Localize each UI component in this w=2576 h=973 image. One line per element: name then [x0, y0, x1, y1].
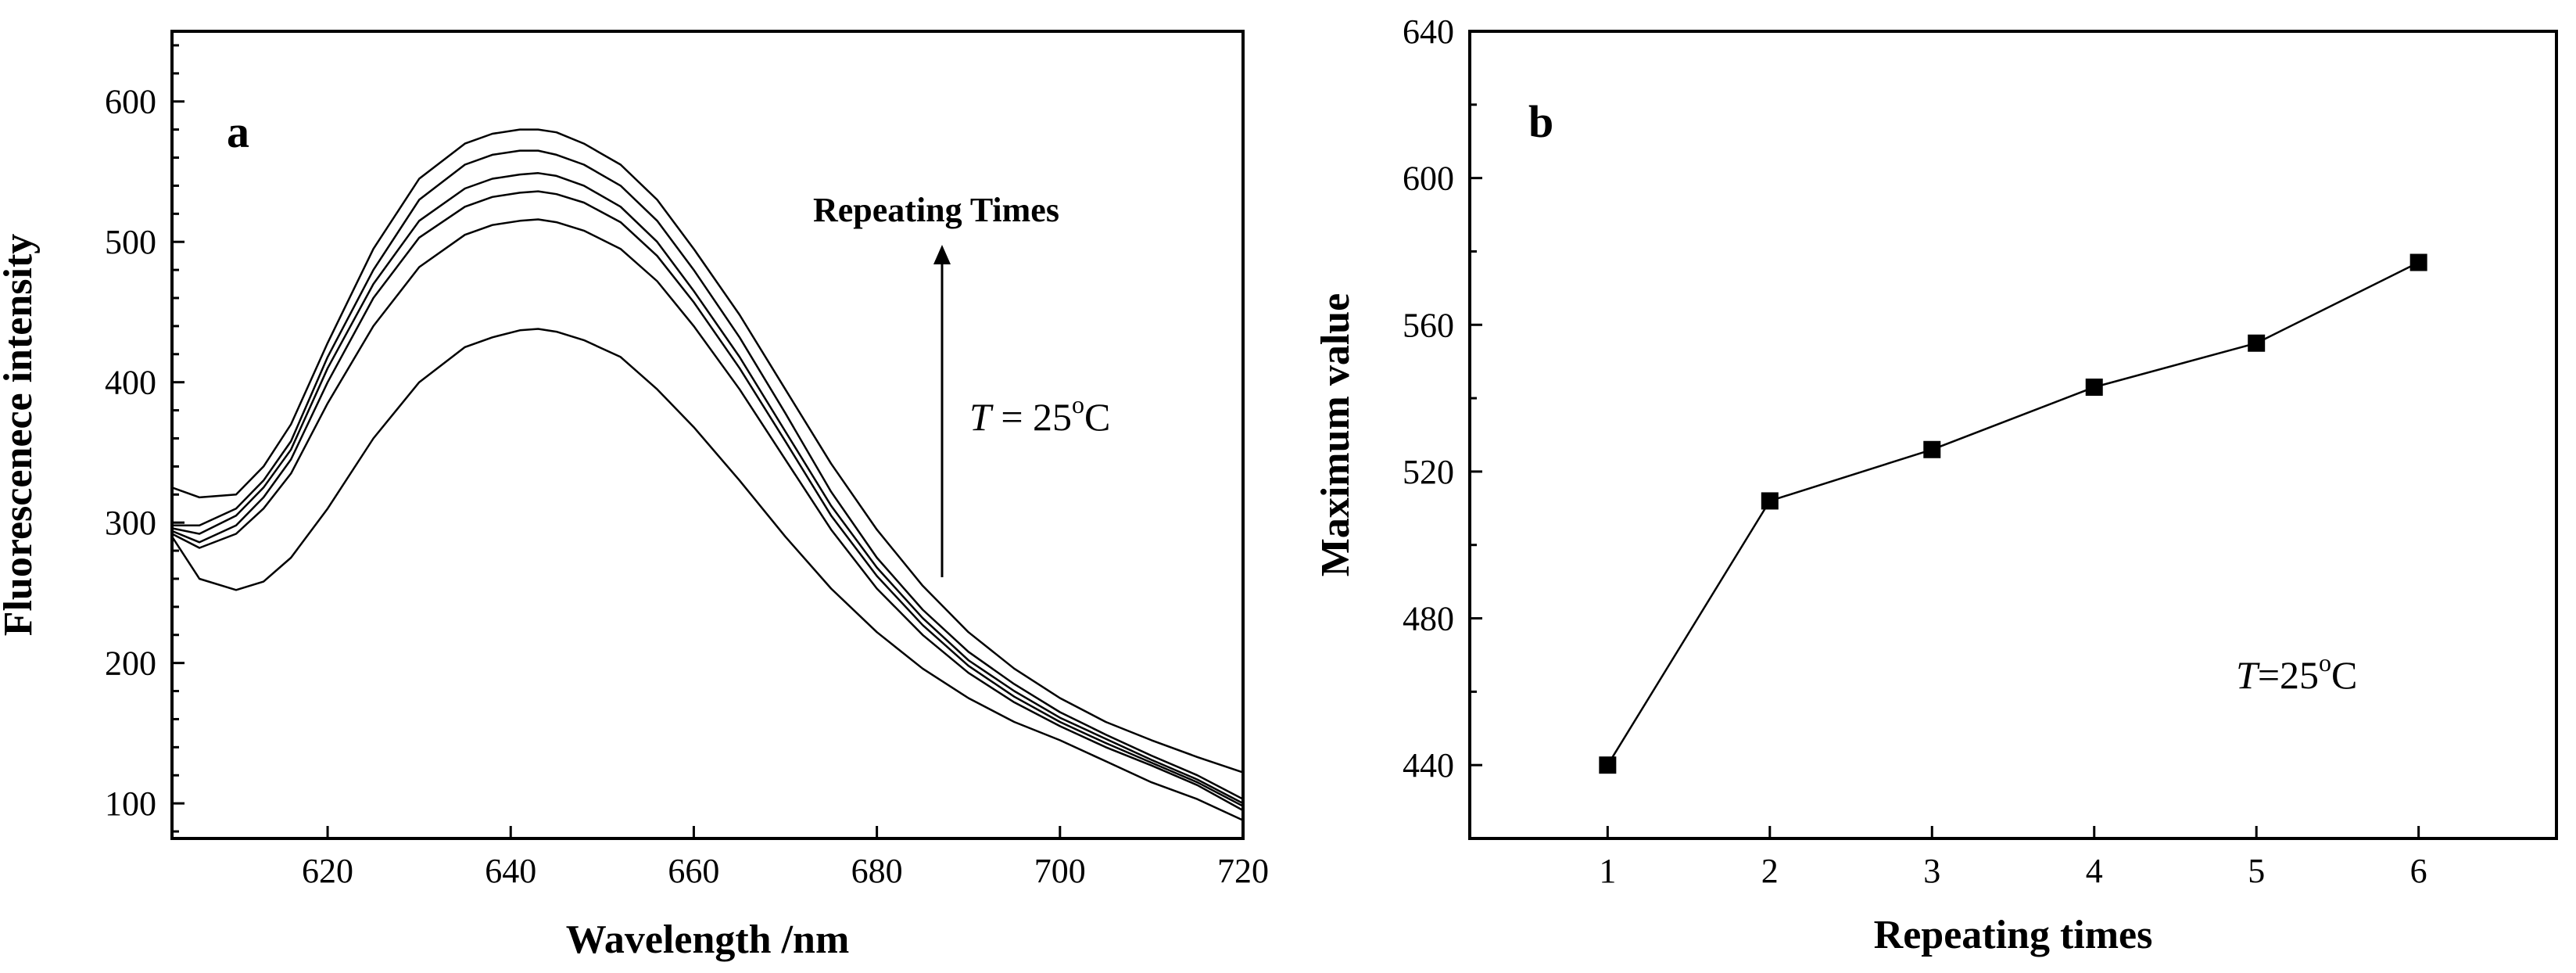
panel-b-x-axis-title: Repeating times: [1874, 913, 2153, 957]
panel-b-data-point: [2248, 334, 2266, 352]
panel-b-data-point: [1599, 756, 1617, 774]
panel-a-y-axis-title: Fluorescenece intensity: [0, 234, 41, 637]
panel-b: 1 2 3 4 5 6 440 480 520 560 600 640 b T=25oC Repeat…: [1313, 13, 2558, 957]
repeating-times-label: Repeating Times: [813, 191, 1059, 229]
panel-a-y-tick-label: 300: [105, 504, 156, 542]
panel-b-x-tick-label: 5: [2248, 852, 2265, 890]
panel-b-x-tick-label: 1: [1599, 852, 1616, 890]
panel-a-series-line-2: [171, 218, 1244, 812]
panel-b-series-group: [1599, 253, 2427, 774]
panel-b-x-tick-label: 2: [1761, 852, 1779, 890]
panel-a-y-tick-label: 600: [105, 83, 156, 121]
panel-b-x-tick-label: 6: [2410, 852, 2427, 890]
panel-a-x-tick-label: 680: [851, 852, 903, 890]
panel-a-x-tick-label: 620: [302, 852, 353, 890]
panel-a-series-line-5: [172, 149, 1244, 800]
panel-a-x-axis-title: Wavelength /nm: [566, 917, 850, 962]
panel-a-temperature: T = 25oC: [969, 390, 1110, 439]
panel-a-series-line-4: [171, 172, 1244, 805]
panel-a-series-line-1: [170, 328, 1244, 821]
panel-b-data-point: [2085, 379, 2103, 397]
panel-b-y-tick-label: 440: [1403, 746, 1454, 785]
panel-a: 620 640 660 680 700 720 100 200 300 400 500 600 a R…: [0, 30, 1269, 962]
panel-b-y-axis-title: Maximum value: [1313, 293, 1358, 577]
panel-a-y-tick-label: 500: [105, 223, 156, 261]
panel-b-series-line-maximum-value: [1607, 261, 2420, 766]
panel-b-tick-labels: 1 2 3 4 5 6 440 480 520 560 600 640: [1403, 13, 2427, 890]
panel-a-x-tick-label: 640: [485, 852, 536, 890]
panel-b-x-tick-label: 4: [2086, 852, 2103, 890]
panel-a-series-line-6: [171, 128, 1244, 774]
panel-b-y-tick-label: 480: [1403, 600, 1454, 638]
panel-b-data-point: [1761, 492, 1779, 510]
panel-a-tick-labels: 620 640 660 680 700 720 100 200 300 400 500 600: [105, 83, 1269, 890]
panel-b-data-point: [1923, 440, 1941, 458]
panel-a-letter: a: [227, 106, 249, 157]
panel-b-plot-frame: [1468, 30, 2558, 840]
panel-a-ticks: [172, 44, 1245, 838]
panel-b-data-point: [2409, 253, 2427, 271]
panel-a-x-tick-label: 660: [668, 852, 719, 890]
panel-a-series-group: [170, 128, 1244, 821]
panel-b-letter: b: [1528, 96, 1553, 147]
panel-b-ticks: [1470, 30, 2420, 840]
panel-b-temperature: T=25oC: [2236, 648, 2357, 697]
panel-a-y-tick-label: 100: [105, 785, 156, 823]
panel-b-y-tick-label: 640: [1403, 13, 1454, 51]
panel-a-y-tick-label: 200: [105, 644, 156, 683]
panel-a-series-line-3: [171, 190, 1244, 807]
panel-a-x-tick-label: 720: [1217, 852, 1269, 890]
arrow-head-icon: [933, 245, 951, 264]
panel-b-y-tick-label: 520: [1403, 453, 1454, 491]
panel-a-x-tick-label: 700: [1034, 852, 1086, 890]
panel-a-y-tick-label: 400: [105, 364, 156, 402]
panel-a-plot-frame: [170, 30, 1245, 840]
panel-b-y-tick-label: 600: [1403, 160, 1454, 198]
panel-b-y-tick-label: 560: [1403, 306, 1454, 344]
panel-b-x-tick-label: 3: [1923, 852, 1940, 890]
